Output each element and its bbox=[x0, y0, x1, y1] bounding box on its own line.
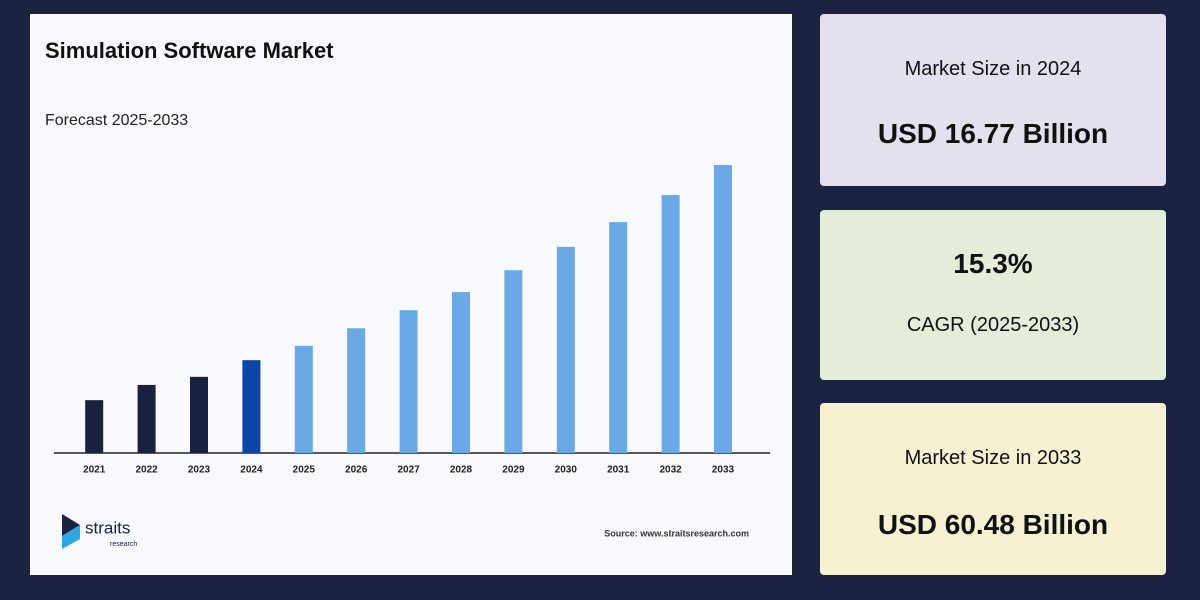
bar bbox=[556, 246, 575, 453]
x-tick-label: 2031 bbox=[607, 465, 630, 476]
card-label: Market Size in 2033 bbox=[904, 447, 1082, 469]
bar bbox=[242, 360, 261, 453]
x-tick-label: 2032 bbox=[659, 465, 682, 476]
x-tick-label: 2028 bbox=[450, 465, 473, 476]
card-value: USD 60.48 Billion bbox=[877, 509, 1109, 540]
x-tick-label: 2033 bbox=[712, 465, 735, 476]
card-label: CAGR (2025-2033) bbox=[906, 314, 1080, 336]
bar bbox=[714, 165, 732, 453]
bar bbox=[609, 222, 628, 453]
card: Market Size in 2024 USD 16.77 Billion bbox=[820, 14, 1166, 186]
x-tick-label: 2030 bbox=[555, 465, 578, 476]
bar bbox=[190, 376, 208, 453]
chart-title: Simulation Software Market bbox=[45, 38, 334, 63]
x-tick-label: 2025 bbox=[293, 465, 316, 476]
bar bbox=[294, 345, 313, 453]
x-tick-label: 2022 bbox=[135, 465, 158, 476]
bar bbox=[85, 400, 104, 453]
chart-subtitle: Forecast 2025-2033 bbox=[45, 112, 188, 129]
card-value: USD 16.77 Billion bbox=[877, 118, 1109, 149]
x-tick-label: 2024 bbox=[240, 465, 263, 476]
bar bbox=[504, 270, 523, 453]
x-tick-label: 2027 bbox=[397, 465, 420, 476]
bar bbox=[347, 328, 366, 453]
card: Market Size in 2033 USD 60.48 Billion bbox=[820, 403, 1166, 575]
bar bbox=[137, 384, 156, 453]
logo-tagline: research bbox=[110, 541, 137, 548]
bar bbox=[452, 292, 470, 453]
card-value: 15.3% bbox=[953, 248, 1033, 279]
x-tick-label: 2023 bbox=[188, 465, 211, 476]
logo: straits research bbox=[62, 514, 137, 549]
bar bbox=[661, 194, 680, 453]
chart-panel: Simulation Software Market Forecast 2025… bbox=[30, 14, 792, 575]
x-tick-label: 2026 bbox=[345, 465, 368, 476]
card: 15.3% CAGR (2025-2033) bbox=[820, 210, 1166, 380]
x-tick-label: 2029 bbox=[502, 465, 525, 476]
x-tick-label: 2021 bbox=[83, 465, 106, 476]
logo-name: straits bbox=[85, 518, 130, 537]
bar bbox=[399, 310, 418, 453]
source: Source: www.straitsresearch.com bbox=[604, 528, 749, 538]
logo-mark bbox=[62, 514, 80, 536]
card-label: Market Size in 2024 bbox=[904, 58, 1082, 80]
logo-mark bbox=[62, 525, 80, 549]
